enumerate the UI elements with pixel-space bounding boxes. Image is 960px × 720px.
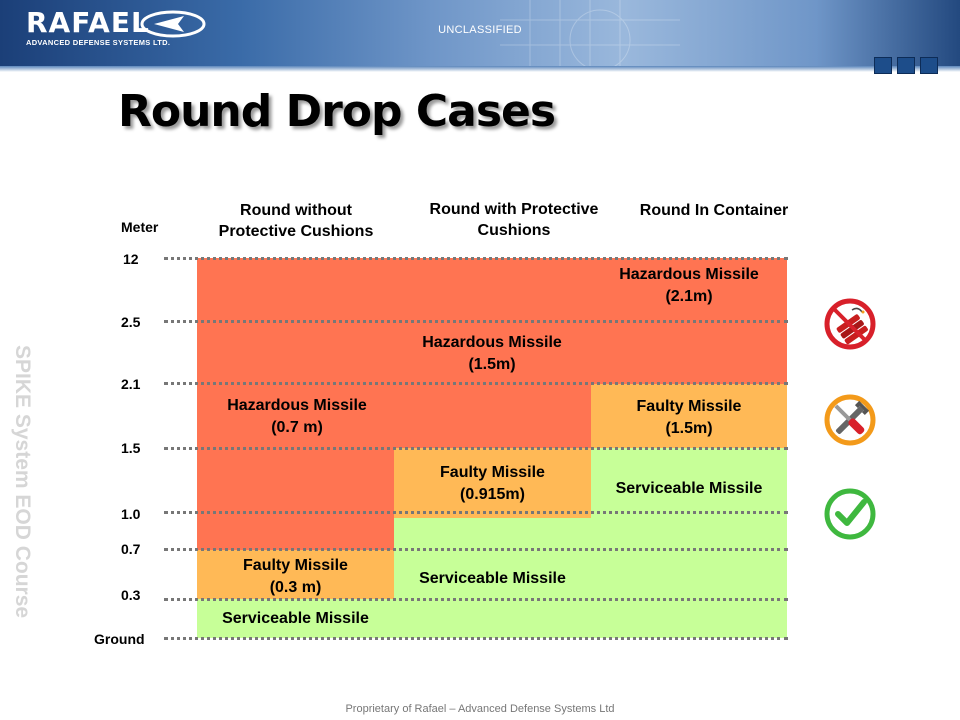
axis-unit-label: Meter (121, 219, 159, 235)
logo-mark-icon (140, 10, 206, 38)
cell-label-line1: Hazardous Missile (619, 266, 759, 283)
tools-icon (824, 394, 876, 446)
gridline-1.5 (164, 447, 788, 450)
cell-label-line2: (0.7 m) (271, 419, 323, 436)
tick-label-12: 12 (123, 251, 139, 267)
cell-label-c3-faulty: Faulty Missile (1.5m) (591, 396, 787, 440)
gridline-2.1 (164, 382, 788, 385)
cell-label-line1: Serviceable Missile (419, 570, 566, 587)
header-banner: RAFAEL ADVANCED DEFENSE SYSTEMS LTD. UNC… (0, 0, 960, 66)
gridline-12 (164, 257, 788, 260)
cell-label-line1: Faulty Missile (243, 557, 348, 574)
tick-label-2.5: 2.5 (121, 314, 141, 330)
cell-label-line2: (0.915m) (460, 486, 525, 503)
cell-label-c1-hazard: Hazardous Missile (0.7 m) (199, 395, 395, 439)
cell-label-line2: (0.3 m) (269, 579, 322, 596)
serviceable-zone-col23 (394, 518, 787, 599)
check-icon (824, 488, 876, 540)
cell-label-line1: Serviceable Missile (615, 480, 763, 497)
faulty-zone-col2 (394, 448, 591, 518)
column-header-line1: Round In Container (639, 202, 789, 219)
faulty-zone-col1 (197, 550, 394, 599)
side-course-label: SPIKE System EOD Course (11, 345, 34, 619)
column-header-no-cushions: Round without Protective Cushions (198, 200, 394, 242)
column-header-line1: Round with Protective (429, 201, 599, 218)
cell-label-c2-faulty: Faulty Missile (0.915m) (394, 462, 591, 506)
cell-label-line2: (1.5m) (468, 356, 516, 373)
rafael-logo: RAFAEL ADVANCED DEFENSE SYSTEMS LTD. (26, 6, 171, 48)
hazard-zone-col1 (197, 448, 394, 550)
cell-label-line1: Faulty Missile (440, 464, 545, 481)
column-header-with-cushions: Round with Protective Cushions (404, 199, 624, 241)
serviceable-zone-col3-top (591, 448, 787, 518)
dynamite-prohibited-icon (824, 298, 876, 350)
header-square-2 (897, 57, 915, 74)
tick-label-0.3: 0.3 (121, 587, 141, 603)
hazard-zone-mid (197, 384, 591, 448)
column-header-line2: Protective Cushions (218, 223, 374, 240)
classification-label: UNCLASSIFIED (438, 24, 522, 36)
logo-word: RAFAEL (26, 6, 150, 39)
slide-title: Round Drop Cases (118, 86, 556, 137)
gridline-0.3 (164, 598, 788, 601)
column-header-line2: Cushions (477, 222, 551, 239)
faulty-zone-col3 (591, 384, 787, 448)
cell-label-c3-hazard: Hazardous Missile (2.1m) (596, 264, 782, 308)
tick-label-ground: Ground (94, 631, 145, 647)
cell-label-line1: Serviceable Missile (222, 610, 369, 627)
tick-label-0.7: 0.7 (121, 541, 141, 557)
column-header-line1: Round without (240, 202, 352, 219)
cell-label-line2: (2.1m) (665, 288, 713, 305)
cell-label-line1: Hazardous Missile (422, 334, 562, 351)
header-square-3 (920, 57, 938, 74)
gridline-ground (164, 637, 788, 640)
column-header-container: Round In Container (614, 200, 814, 221)
tick-label-1.5: 1.5 (121, 440, 141, 456)
cell-label-c3-serviceable: Serviceable Missile (591, 478, 787, 500)
cell-label-line1: Faulty Missile (636, 398, 742, 415)
header-strip (0, 66, 960, 72)
cell-label-c2-serviceable: Serviceable Missile (394, 568, 591, 590)
cell-label-c1-faulty: Faulty Missile (0.3 m) (197, 555, 394, 599)
header-square-1 (874, 57, 892, 74)
logo-subtitle: ADVANCED DEFENSE SYSTEMS LTD. (26, 38, 171, 47)
gridline-1.0 (164, 511, 788, 514)
cell-label-c1-serviceable: Serviceable Missile (197, 608, 394, 630)
footer-text: Proprietary of Rafael – Advanced Defense… (345, 703, 615, 715)
header-pattern (500, 0, 680, 66)
tick-label-2.1: 2.1 (121, 376, 141, 392)
gridline-0.7 (164, 548, 788, 551)
cell-label-line1: Hazardous Missile (227, 397, 367, 414)
cell-label-line2: (1.5m) (665, 420, 713, 437)
tick-label-1.0: 1.0 (121, 506, 141, 522)
cell-label-c2-hazard: Hazardous Missile (1.5m) (394, 332, 590, 376)
serviceable-zone-bottom (197, 599, 787, 638)
gridline-2.5 (164, 320, 788, 323)
